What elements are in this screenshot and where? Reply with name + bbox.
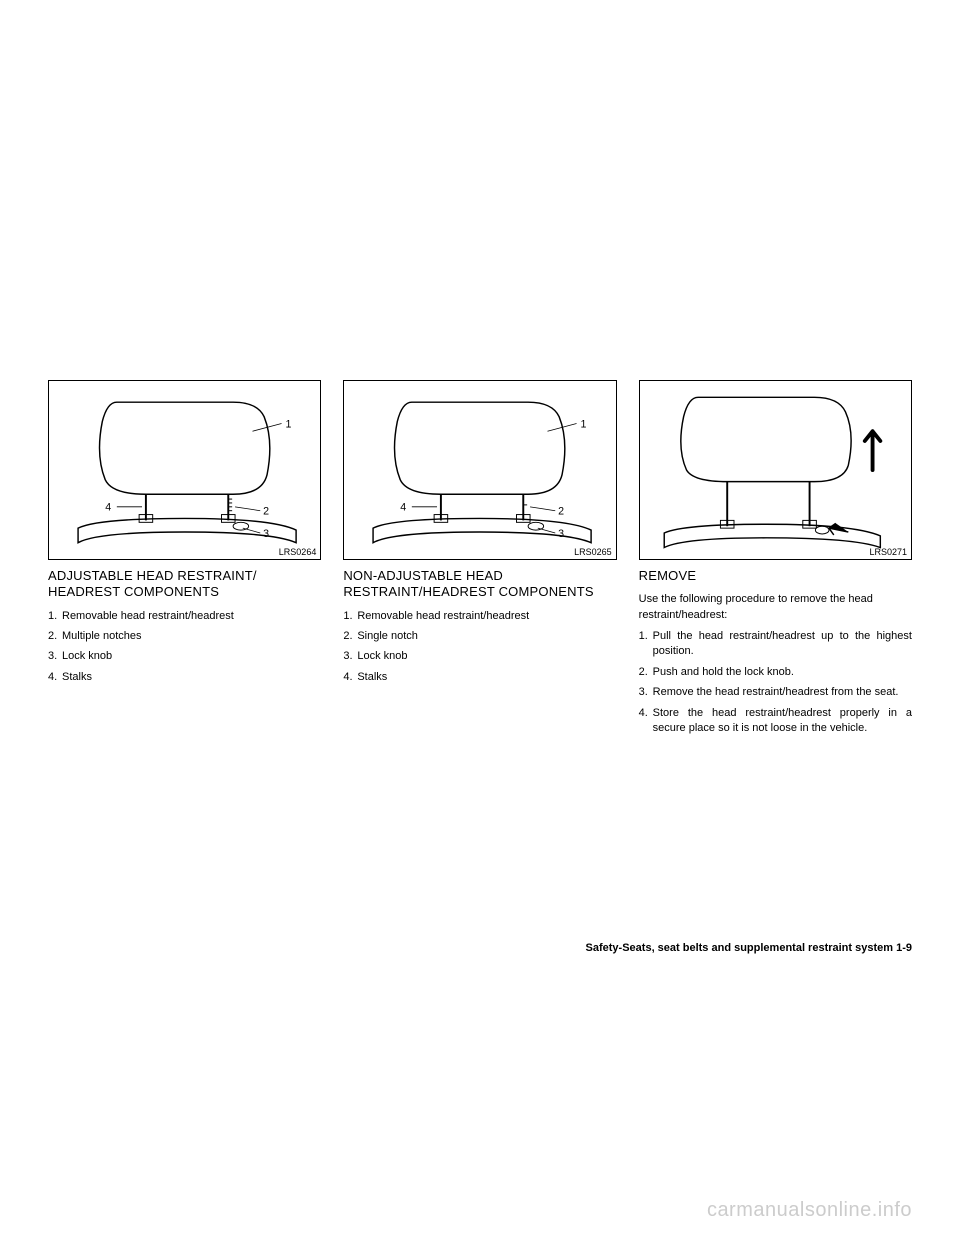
list-item: 1.Removable head restraint/headrest xyxy=(343,609,616,624)
list-adjustable: 1.Removable head restraint/headrest 2.Mu… xyxy=(48,609,321,686)
column-remove: LRS0271 REMOVE Use the following procedu… xyxy=(639,380,912,741)
svg-text:4: 4 xyxy=(401,502,407,514)
list-item: 4.Stalks xyxy=(343,670,616,685)
list-item: 3.Lock knob xyxy=(343,649,616,664)
svg-text:3: 3 xyxy=(263,528,269,540)
figure-code-3: LRS0271 xyxy=(869,547,907,557)
heading-adjustable: ADJUSTABLE HEAD RESTRAINT/ HEADREST COMP… xyxy=(48,568,321,601)
list-item: 1.Pull the head restraint/headrest up to… xyxy=(639,629,912,660)
heading-remove: REMOVE xyxy=(639,568,912,584)
headrest-diagram-remove xyxy=(640,381,911,559)
list-item: 2.Single notch xyxy=(343,629,616,644)
column-nonadjustable: 1 2 3 4 LRS0265 NON-ADJUSTABLE HEAD REST… xyxy=(343,380,616,741)
list-nonadjustable: 1.Removable head restraint/headrest 2.Si… xyxy=(343,609,616,686)
remove-intro: Use the following procedure to remove th… xyxy=(639,592,912,623)
svg-text:1: 1 xyxy=(581,418,587,430)
figure-adjustable: 1 2 3 4 LRS0264 xyxy=(48,380,321,560)
figure-nonadjustable: 1 2 3 4 LRS0265 xyxy=(343,380,616,560)
page-footer: Safety-Seats, seat belts and supplementa… xyxy=(586,942,912,954)
svg-text:2: 2 xyxy=(263,506,269,518)
list-item: 1.Removable head restraint/headrest xyxy=(48,609,321,624)
list-item: 3.Lock knob xyxy=(48,649,321,664)
column-adjustable: 1 2 3 4 LRS0264 ADJUSTABLE HEAD RESTRAIN… xyxy=(48,380,321,741)
svg-text:2: 2 xyxy=(558,506,564,518)
figure-code-1: LRS0264 xyxy=(279,547,317,557)
list-item: 2.Push and hold the lock knob. xyxy=(639,665,912,680)
figure-code-2: LRS0265 xyxy=(574,547,612,557)
heading-nonadjustable: NON-ADJUSTABLE HEAD RESTRAINT/HEADREST C… xyxy=(343,568,616,601)
list-remove: 1.Pull the head restraint/headrest up to… xyxy=(639,629,912,736)
headrest-diagram-adjustable: 1 2 3 4 xyxy=(49,381,320,559)
headrest-diagram-nonadjustable: 1 2 3 4 xyxy=(344,381,615,559)
watermark: carmanualsonline.info xyxy=(707,1199,912,1222)
svg-text:1: 1 xyxy=(285,418,291,430)
list-item: 2.Multiple notches xyxy=(48,629,321,644)
list-item: 3.Remove the head restraint/headrest fro… xyxy=(639,685,912,700)
list-item: 4.Store the head restraint/headrest prop… xyxy=(639,706,912,737)
figure-remove: LRS0271 xyxy=(639,380,912,560)
svg-text:3: 3 xyxy=(558,528,564,540)
list-item: 4.Stalks xyxy=(48,670,321,685)
svg-text:4: 4 xyxy=(105,502,111,514)
